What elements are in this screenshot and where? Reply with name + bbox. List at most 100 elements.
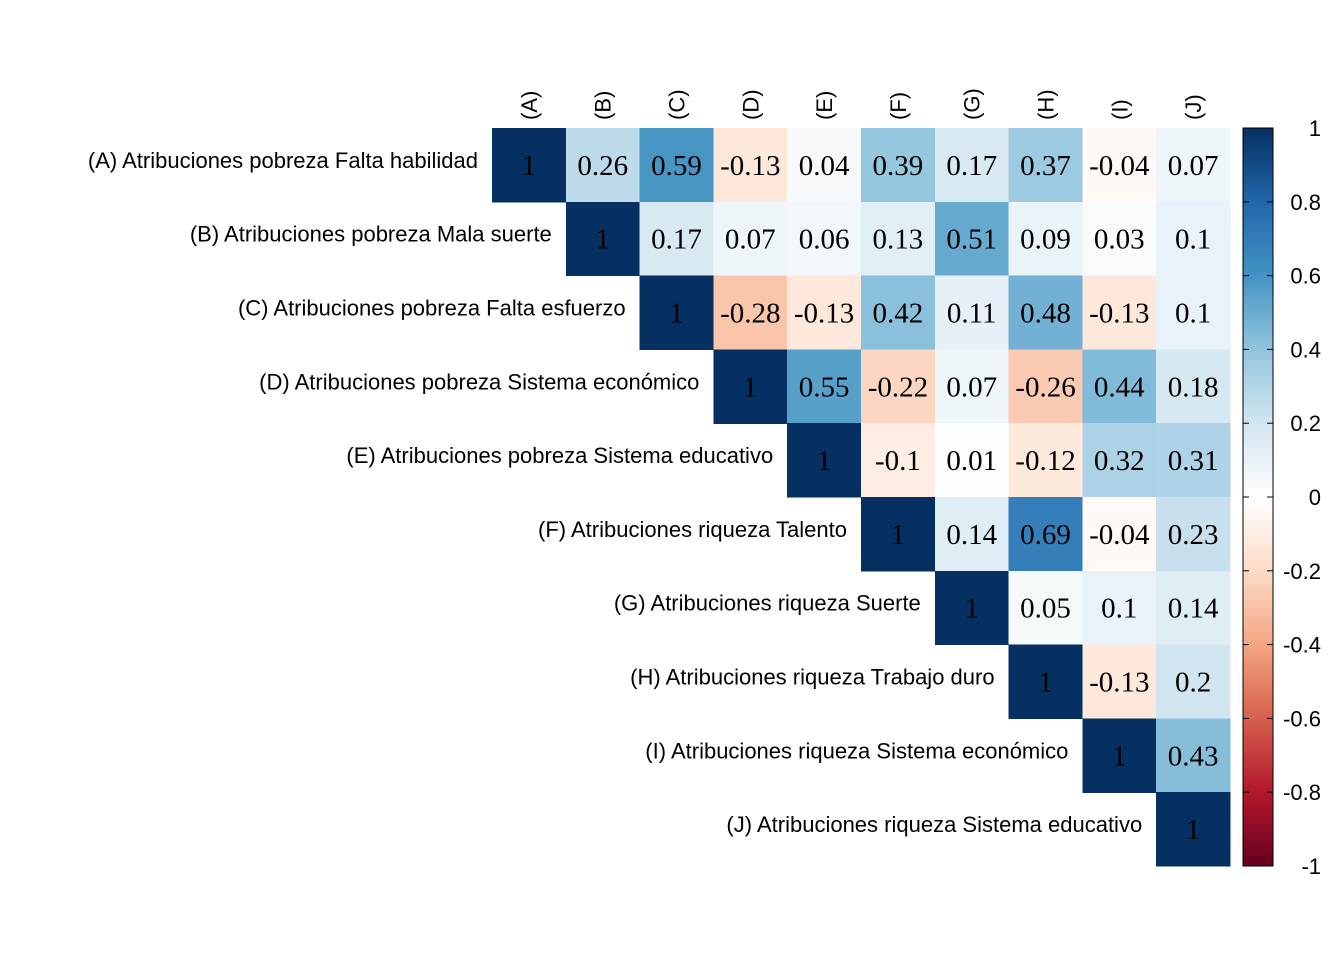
row-label: (F) Atribuciones riqueza Talento <box>538 517 847 542</box>
cell-value-label: 0.17 <box>946 150 997 182</box>
cell-value-label: 1 <box>1112 740 1127 772</box>
row-label: (E) Atribuciones pobreza Sistema educati… <box>346 443 773 468</box>
row-label: (H) Atribuciones riqueza Trabajo duro <box>630 665 994 690</box>
heatmap-cell <box>1082 201 1157 277</box>
heatmap-cell <box>1008 275 1083 350</box>
heatmap-cell <box>787 423 862 498</box>
heatmap-cell <box>787 349 862 424</box>
heatmap-cell <box>861 275 936 350</box>
cell-value-label: 0.26 <box>577 150 628 182</box>
cell-value-label: 0.69 <box>1020 519 1071 551</box>
heatmap-cell <box>1082 423 1157 498</box>
cell-value-label: -0.13 <box>720 150 780 182</box>
heatmap-cell <box>639 201 714 277</box>
heatmap-cell <box>861 423 936 498</box>
color-legend: 1 0.8 0.6 0.4 0.2 0 -0.2 -0.4 -0.6 -0.8 -1 <box>1242 116 1321 879</box>
heatmap-cell <box>1008 349 1083 424</box>
row-label: (D) Atribuciones pobreza Sistema económi… <box>259 369 699 394</box>
colorbar-tick-label: -1 <box>1301 854 1321 879</box>
cell-value-label: -0.28 <box>720 298 780 330</box>
cell-value-label: 0.51 <box>946 224 997 256</box>
heatmap-cell <box>1082 128 1157 203</box>
heatmap-cell <box>1156 423 1231 498</box>
cell-value-label: 0.32 <box>1094 445 1145 477</box>
cell-value-label: 0.31 <box>1168 445 1219 477</box>
heatmap-cell <box>934 423 1010 498</box>
cell-value-label: 0.14 <box>946 519 997 551</box>
cell-value-label: 0.2 <box>1175 667 1211 699</box>
cell-value-label: 1 <box>964 593 979 625</box>
column-labels: (A) (B) (C) (D) (E) (F) (G) (H) (I) (J) <box>517 88 1206 120</box>
heatmap-cell <box>1082 644 1157 719</box>
heatmap-cell <box>787 201 862 277</box>
heatmap-cell <box>1082 718 1157 793</box>
row-label: (I) Atribuciones riqueza Sistema económi… <box>645 738 1068 763</box>
column-label: (I) <box>1107 99 1132 120</box>
cell-value-label: 0.04 <box>799 150 850 182</box>
heatmap-cell <box>639 275 714 350</box>
heatmap-cell <box>934 497 1010 572</box>
cell-value-label: -0.13 <box>1089 298 1149 330</box>
cell-value-label: 0.11 <box>947 298 997 330</box>
heatmap-cell <box>565 201 641 277</box>
heatmap-cell <box>787 275 862 350</box>
heatmap-cell <box>1008 570 1083 646</box>
heatmap-cell <box>1156 570 1231 646</box>
cell-value-label: 0.59 <box>651 150 702 182</box>
colorbar-tick-label: -0.2 <box>1283 559 1321 584</box>
row-label: (J) Atribuciones riqueza Sistema educati… <box>726 812 1142 837</box>
heatmap-cell <box>934 349 1010 424</box>
cell-value-label: 1 <box>817 445 832 477</box>
colorbar-tick-label: 0 <box>1309 485 1321 510</box>
colorbar-tick-label: 0.8 <box>1290 190 1321 215</box>
heatmap-cell <box>565 128 641 203</box>
cell-value-label: 0.1 <box>1101 593 1137 625</box>
heatmap-cell <box>1082 275 1157 350</box>
cell-value-label: 0.07 <box>946 371 997 403</box>
heatmap-cell <box>713 275 788 350</box>
cell-value-label: -0.04 <box>1089 519 1150 551</box>
heatmap-cell <box>934 201 1010 277</box>
column-label: (F) <box>886 92 911 120</box>
row-label: (B) Atribuciones pobreza Mala suerte <box>190 222 552 247</box>
row-label: (G) Atribuciones riqueza Suerte <box>614 591 921 616</box>
colorbar-tick-label: -0.8 <box>1283 780 1321 805</box>
heatmap-cell <box>1008 497 1083 572</box>
heatmap-cell <box>1156 275 1231 350</box>
cell-value-label: 0.01 <box>946 445 997 477</box>
heatmap-cell-labels: 1 0.26 0.59 -0.13 0.04 0.39 0.17 0.37 -0.04 0.07 1… <box>522 150 1219 846</box>
column-label: (E) <box>812 91 837 120</box>
cell-value-label: 0.37 <box>1020 150 1071 182</box>
heatmap-cell <box>1156 497 1231 572</box>
heatmap-cell <box>713 128 788 203</box>
heatmap-cell <box>1082 570 1157 646</box>
heatmap-cell <box>1156 128 1231 203</box>
heatmap-cell <box>1008 201 1083 277</box>
cell-value-label: 1 <box>522 150 537 182</box>
heatmap-cell <box>934 275 1010 350</box>
cell-value-label: 0.09 <box>1020 224 1071 256</box>
cell-value-label: 0.39 <box>873 150 924 182</box>
cell-value-label: 0.05 <box>1020 593 1071 625</box>
heatmap-cell <box>861 497 936 572</box>
cell-value-label: -0.22 <box>868 371 928 403</box>
column-label: (J) <box>1181 94 1206 120</box>
colorbar-tick-label: 0.4 <box>1290 337 1321 362</box>
column-label: (A) <box>517 91 542 120</box>
column-label: (G) <box>960 88 985 120</box>
heatmap-cell <box>1156 201 1231 277</box>
cell-value-label: 0.14 <box>1168 593 1219 625</box>
cell-value-label: 0.1 <box>1175 224 1211 256</box>
heatmap-cell <box>934 570 1010 646</box>
heatmap-cell <box>1156 792 1231 867</box>
colorbar-tick-label: -0.4 <box>1283 633 1321 658</box>
cell-value-label: 0.06 <box>799 224 850 256</box>
cell-value-label: 1 <box>1038 667 1053 699</box>
column-label: (C) <box>665 89 690 120</box>
cell-value-label: -0.12 <box>1015 445 1075 477</box>
colorbar-tick-label: -0.6 <box>1283 706 1321 731</box>
cell-value-label: 0.17 <box>651 224 702 256</box>
heatmap-cell <box>861 128 936 203</box>
cell-value-label: 1 <box>669 298 684 330</box>
cell-value-label: 0.43 <box>1168 740 1219 772</box>
